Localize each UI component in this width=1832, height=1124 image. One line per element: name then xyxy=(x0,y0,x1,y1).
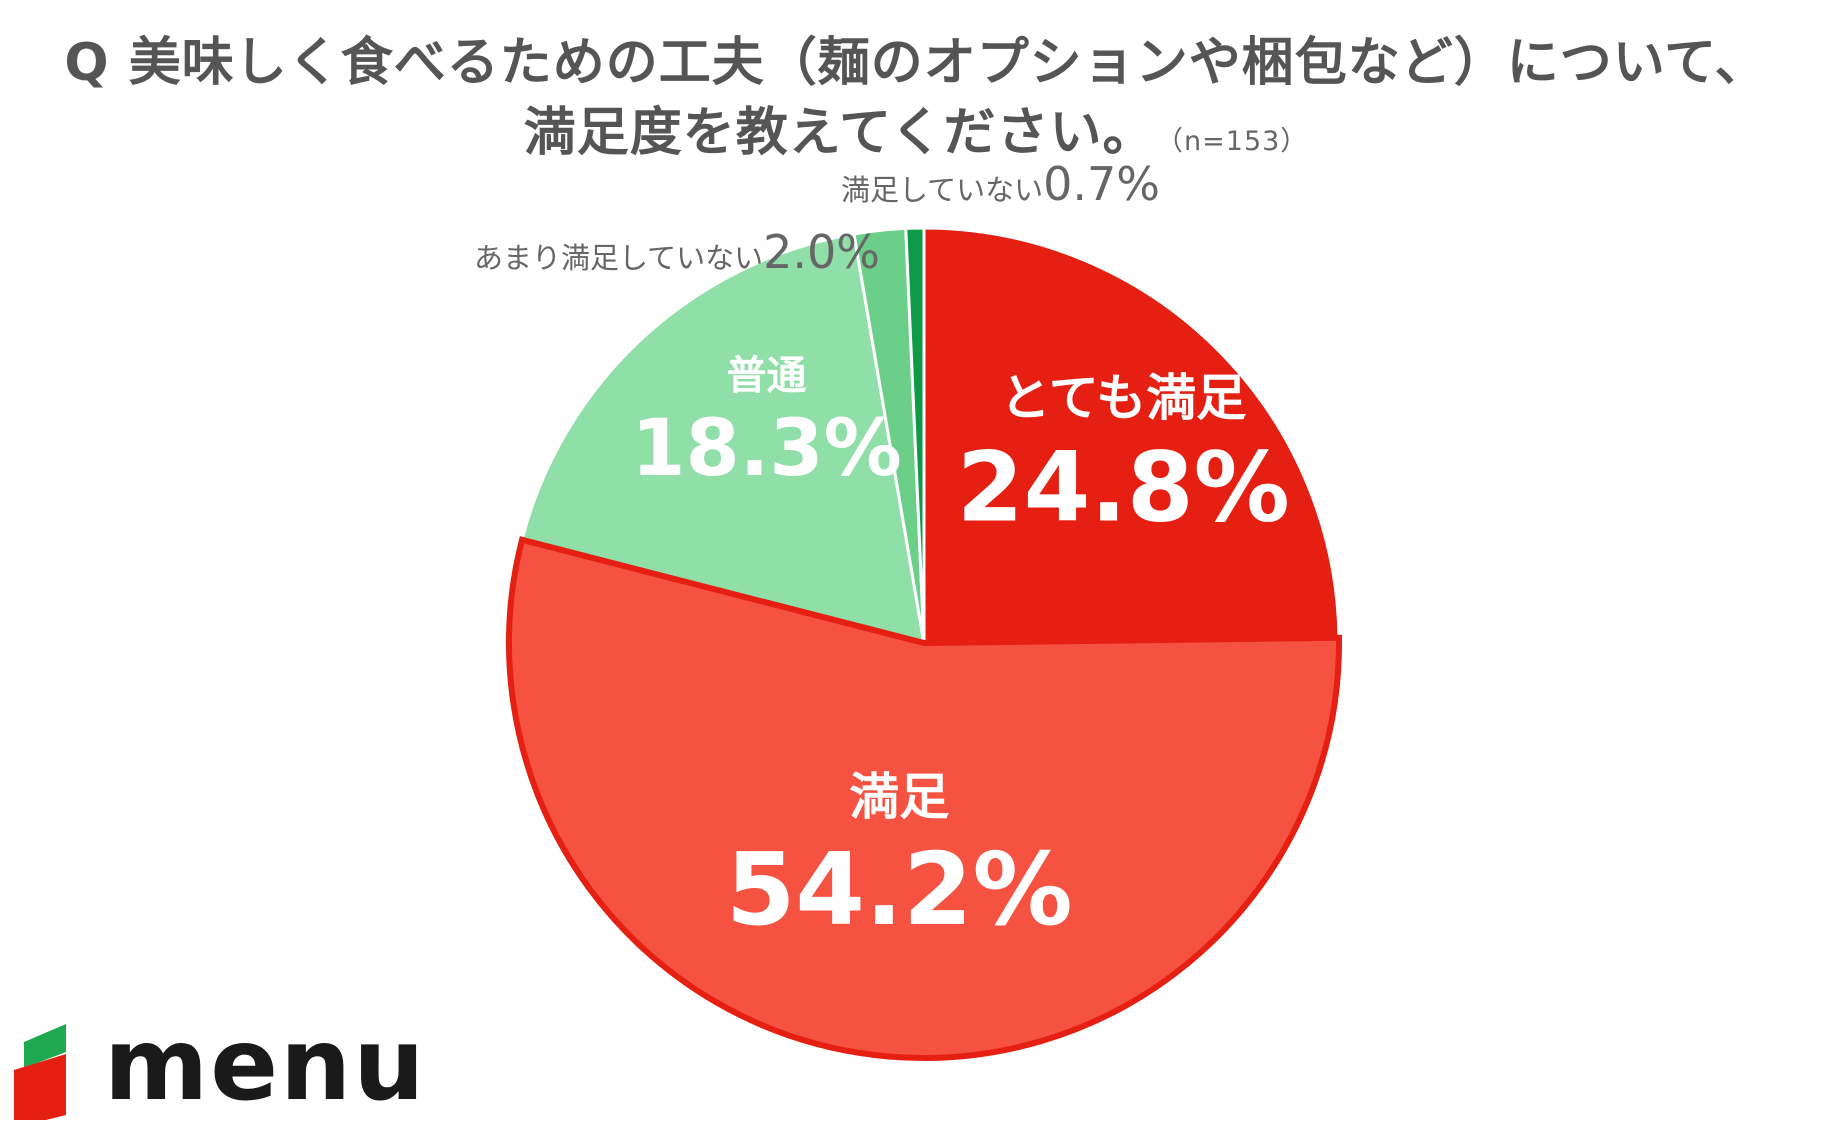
slice-outside-label: あまり満足していない2.0% xyxy=(474,225,880,279)
menu-logo-text: menu xyxy=(104,1006,427,1123)
slice-name-label: 満足 xyxy=(849,768,949,826)
title-line-1: Q 美味しく食べるための工夫（麺のオプションや梱包など）について、 xyxy=(64,33,1768,93)
slice-value-label: 24.8% xyxy=(957,431,1290,543)
slice-name-label: とても満足 xyxy=(1000,369,1246,427)
slice-value-label: 18.3% xyxy=(631,404,902,494)
slice-outside-label: 満足していない0.7% xyxy=(841,157,1160,211)
chart-title: Q 美味しく食べるための工夫（麺のオプションや梱包など）について、 満足度を教え… xyxy=(0,28,1832,177)
slice-value-label: 54.2% xyxy=(726,831,1073,948)
slice-name-label: あまり満足していない xyxy=(474,241,763,275)
slice-outline xyxy=(506,536,1342,1061)
slice-name-label: 普通 xyxy=(727,353,807,399)
slice-value-label: 2.0% xyxy=(763,225,880,279)
pie-slice xyxy=(922,226,1341,645)
pie-slice xyxy=(520,232,926,646)
slice-name-label: 満足していない xyxy=(841,173,1043,207)
menu-logo-mark xyxy=(14,1024,66,1124)
slice-value-label: 0.7% xyxy=(1043,157,1160,211)
title-line-2-wrap: 満足度を教えてください。 （n=153） xyxy=(524,98,1309,177)
sample-size: （n=153） xyxy=(1169,126,1309,157)
menu-logo: menu xyxy=(14,1006,434,1124)
title-line-2: 満足度を教えてください。 xyxy=(523,103,1156,163)
pie-slice xyxy=(904,226,926,644)
